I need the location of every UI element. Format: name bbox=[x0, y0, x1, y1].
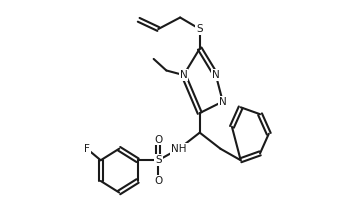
Text: S: S bbox=[197, 24, 203, 34]
Text: S: S bbox=[155, 155, 161, 165]
Text: N: N bbox=[180, 70, 188, 80]
Text: N: N bbox=[212, 70, 220, 80]
Text: N: N bbox=[219, 97, 227, 106]
Text: F: F bbox=[84, 144, 90, 154]
Text: O: O bbox=[154, 135, 163, 144]
Text: O: O bbox=[154, 176, 163, 186]
Text: NH: NH bbox=[171, 144, 187, 154]
